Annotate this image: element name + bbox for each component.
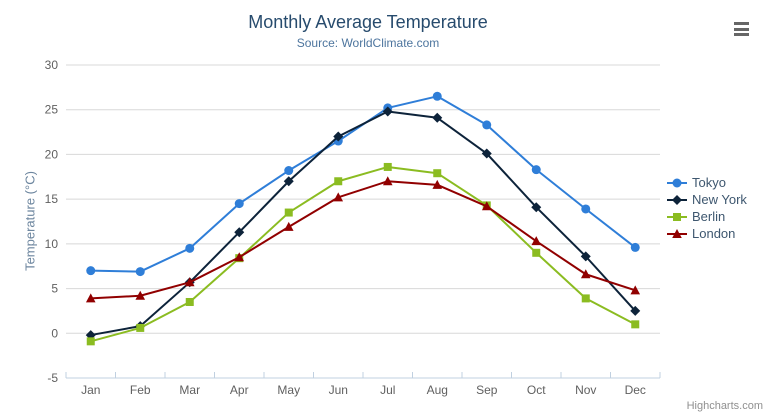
legend-item-tokyo[interactable]: Tokyo <box>667 174 747 191</box>
y-axis-label: 20 <box>45 147 59 161</box>
data-point-london[interactable] <box>283 221 294 231</box>
legend-label: New York <box>692 192 747 207</box>
data-point-london[interactable] <box>630 285 641 295</box>
x-axis-label: Apr <box>230 383 249 397</box>
data-point-berlin[interactable] <box>284 208 293 217</box>
data-point-tokyo[interactable] <box>432 91 442 101</box>
data-point-berlin[interactable] <box>136 323 145 332</box>
data-point-london[interactable] <box>432 179 443 189</box>
series-line-london <box>89 180 637 300</box>
data-point-berlin[interactable] <box>532 248 541 257</box>
data-point-berlin[interactable] <box>334 177 343 186</box>
data-point-tokyo[interactable] <box>531 165 541 175</box>
y-axis-label: 5 <box>51 282 58 296</box>
series-line-berlin <box>89 165 637 343</box>
y-axis-label: 0 <box>51 326 58 340</box>
x-axis-label: May <box>277 383 300 397</box>
legend-marker <box>672 194 682 205</box>
data-point-berlin[interactable] <box>383 162 392 171</box>
hamburger-icon <box>734 22 749 25</box>
data-point-london[interactable] <box>382 176 393 186</box>
x-axis-label: Aug <box>427 383 448 397</box>
data-point-berlin[interactable] <box>185 297 194 306</box>
series-tokyo <box>86 91 640 277</box>
legend-marker <box>672 228 682 238</box>
data-point-new-york[interactable] <box>630 305 641 316</box>
legend-item-london[interactable]: London <box>667 225 747 242</box>
series-london <box>85 176 641 303</box>
x-axis-label: Nov <box>575 383 596 397</box>
data-point-new-york[interactable] <box>580 251 591 262</box>
context-menu-button[interactable] <box>732 20 752 38</box>
y-axis-label: 30 <box>45 58 59 72</box>
credits-link[interactable]: Highcharts.com <box>686 400 763 412</box>
data-point-london[interactable] <box>85 293 96 303</box>
data-point-tokyo[interactable] <box>482 120 492 130</box>
data-point-tokyo[interactable] <box>135 267 145 277</box>
data-point-berlin[interactable] <box>433 169 442 178</box>
data-point-new-york[interactable] <box>283 176 294 187</box>
hamburger-icon <box>734 27 749 31</box>
data-point-tokyo[interactable] <box>581 204 591 214</box>
legend-marker-diamond-icon <box>667 194 687 205</box>
x-axis-label: Feb <box>130 383 151 397</box>
x-axis-label: Jun <box>329 383 348 397</box>
data-point-tokyo[interactable] <box>284 166 294 176</box>
data-point-new-york[interactable] <box>382 106 393 117</box>
series-new-york <box>85 106 641 341</box>
data-point-london[interactable] <box>184 277 195 287</box>
legend-item-new-york[interactable]: New York <box>667 191 747 208</box>
legend-item-berlin[interactable]: Berlin <box>667 208 747 225</box>
data-point-berlin[interactable] <box>581 294 590 303</box>
legend-marker-triangle-icon <box>667 228 687 238</box>
data-point-tokyo[interactable] <box>234 199 244 209</box>
data-point-new-york[interactable] <box>333 131 344 142</box>
data-point-london[interactable] <box>481 201 492 211</box>
y-axis-label: 15 <box>45 192 59 206</box>
x-axis-label: Dec <box>625 383 646 397</box>
data-point-new-york[interactable] <box>481 148 492 159</box>
data-point-london[interactable] <box>580 269 591 279</box>
x-axis-label: Jul <box>380 383 395 397</box>
legend-label: Berlin <box>692 209 726 224</box>
hamburger-icon <box>734 33 749 36</box>
data-point-new-york[interactable] <box>432 112 443 123</box>
chart-subtitle: Source: WorldClimate.com <box>296 36 440 50</box>
data-point-tokyo[interactable] <box>185 243 195 253</box>
legend-marker-circle-icon <box>667 178 687 187</box>
data-point-london[interactable] <box>234 252 245 262</box>
y-axis-label: -5 <box>47 371 58 385</box>
data-point-london[interactable] <box>531 236 542 246</box>
legend-marker <box>672 178 682 187</box>
data-point-new-york[interactable] <box>531 202 542 213</box>
legend: Tokyo New York Berlin London <box>667 174 747 242</box>
x-axis-label: Oct <box>527 383 546 397</box>
data-point-new-york[interactable] <box>234 227 245 238</box>
x-axis-label: Mar <box>179 383 200 397</box>
x-axis-label: Sep <box>476 383 498 397</box>
series-line-new-york <box>89 110 637 337</box>
legend-marker <box>673 212 681 221</box>
data-point-berlin[interactable] <box>631 320 640 329</box>
data-point-london[interactable] <box>333 192 344 202</box>
legend-label: London <box>692 226 736 241</box>
series-line-tokyo <box>89 95 637 273</box>
data-point-berlin[interactable] <box>86 337 95 346</box>
data-point-tokyo[interactable] <box>86 266 96 276</box>
legend-label: Tokyo <box>692 175 726 190</box>
chart-title: Monthly Average Temperature <box>248 12 488 32</box>
y-axis-label: 25 <box>45 103 59 117</box>
x-axis-label: Jan <box>81 383 100 397</box>
data-point-london[interactable] <box>135 290 146 300</box>
legend-marker-square-icon <box>667 212 687 221</box>
y-axis-label: 10 <box>45 237 59 251</box>
data-point-tokyo[interactable] <box>630 242 640 252</box>
